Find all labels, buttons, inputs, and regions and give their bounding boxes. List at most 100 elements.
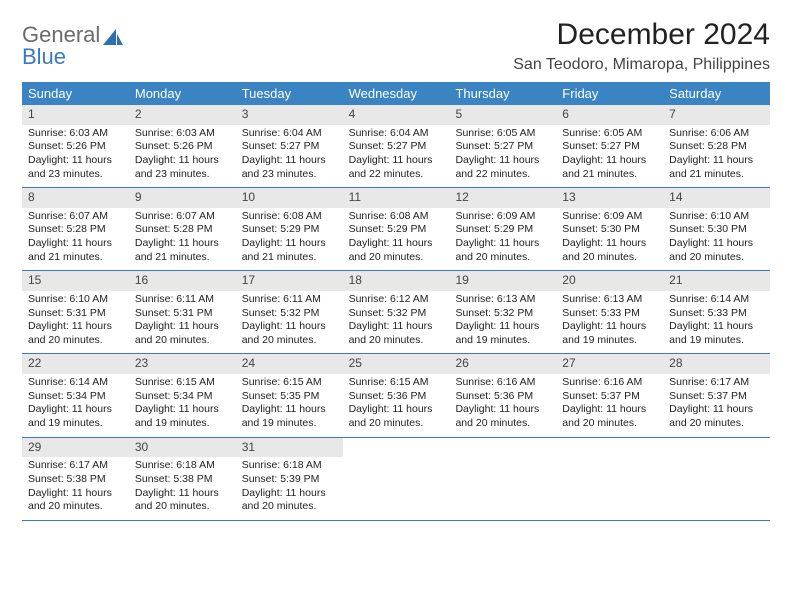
- day-number: 22: [22, 354, 129, 374]
- sunset-text: Sunset: 5:28 PM: [669, 140, 764, 154]
- calendar-day: 16Sunrise: 6:11 AMSunset: 5:31 PMDayligh…: [129, 271, 236, 353]
- calendar-week: 8Sunrise: 6:07 AMSunset: 5:28 PMDaylight…: [22, 188, 770, 271]
- daylight-text: Daylight: 11 hours and 20 minutes.: [28, 320, 123, 347]
- sunrise-text: Sunrise: 6:14 AM: [28, 376, 123, 390]
- weekday-header: Monday: [129, 82, 236, 105]
- month-title: December 2024: [513, 18, 770, 52]
- daylight-text: Daylight: 11 hours and 19 minutes.: [135, 403, 230, 430]
- calendar-day: 1Sunrise: 6:03 AMSunset: 5:26 PMDaylight…: [22, 105, 129, 187]
- day-number: 19: [449, 271, 556, 291]
- day-number: 3: [236, 105, 343, 125]
- day-body: Sunrise: 6:15 AMSunset: 5:36 PMDaylight:…: [343, 374, 450, 437]
- title-block: December 2024 San Teodoro, Mimaropa, Phi…: [513, 18, 770, 74]
- sunrise-text: Sunrise: 6:05 AM: [562, 127, 657, 141]
- logo-sail-icon: [102, 28, 124, 46]
- sunrise-text: Sunrise: 6:15 AM: [135, 376, 230, 390]
- daylight-text: Daylight: 11 hours and 19 minutes.: [242, 403, 337, 430]
- day-number: 17: [236, 271, 343, 291]
- day-number: 25: [343, 354, 450, 374]
- calendar-day: 19Sunrise: 6:13 AMSunset: 5:32 PMDayligh…: [449, 271, 556, 353]
- day-number: 28: [663, 354, 770, 374]
- sunset-text: Sunset: 5:31 PM: [135, 307, 230, 321]
- daylight-text: Daylight: 11 hours and 20 minutes.: [349, 320, 444, 347]
- day-body: Sunrise: 6:05 AMSunset: 5:27 PMDaylight:…: [556, 125, 663, 188]
- sunset-text: Sunset: 5:33 PM: [669, 307, 764, 321]
- calendar-day: 11Sunrise: 6:08 AMSunset: 5:29 PMDayligh…: [343, 188, 450, 270]
- calendar-day: 23Sunrise: 6:15 AMSunset: 5:34 PMDayligh…: [129, 354, 236, 436]
- sunrise-text: Sunrise: 6:12 AM: [349, 293, 444, 307]
- day-body: Sunrise: 6:08 AMSunset: 5:29 PMDaylight:…: [343, 208, 450, 271]
- day-body: Sunrise: 6:14 AMSunset: 5:33 PMDaylight:…: [663, 291, 770, 354]
- sunrise-text: Sunrise: 6:03 AM: [135, 127, 230, 141]
- day-number: 29: [22, 438, 129, 458]
- sunrise-text: Sunrise: 6:10 AM: [669, 210, 764, 224]
- day-body: Sunrise: 6:17 AMSunset: 5:37 PMDaylight:…: [663, 374, 770, 437]
- day-number: 23: [129, 354, 236, 374]
- calendar-day: 8Sunrise: 6:07 AMSunset: 5:28 PMDaylight…: [22, 188, 129, 270]
- day-body: Sunrise: 6:06 AMSunset: 5:28 PMDaylight:…: [663, 125, 770, 188]
- daylight-text: Daylight: 11 hours and 20 minutes.: [669, 237, 764, 264]
- day-number: 27: [556, 354, 663, 374]
- calendar-day: 7Sunrise: 6:06 AMSunset: 5:28 PMDaylight…: [663, 105, 770, 187]
- day-number: 1: [22, 105, 129, 125]
- weekday-header-row: SundayMondayTuesdayWednesdayThursdayFrid…: [22, 82, 770, 105]
- logo-text-2: Blue: [22, 46, 124, 68]
- daylight-text: Daylight: 11 hours and 20 minutes.: [455, 237, 550, 264]
- weekday-header: Tuesday: [236, 82, 343, 105]
- sunrise-text: Sunrise: 6:11 AM: [135, 293, 230, 307]
- day-number: 13: [556, 188, 663, 208]
- sunset-text: Sunset: 5:26 PM: [28, 140, 123, 154]
- day-number: 12: [449, 188, 556, 208]
- day-body: Sunrise: 6:04 AMSunset: 5:27 PMDaylight:…: [236, 125, 343, 188]
- day-number: 16: [129, 271, 236, 291]
- sunrise-text: Sunrise: 6:17 AM: [669, 376, 764, 390]
- sunset-text: Sunset: 5:33 PM: [562, 307, 657, 321]
- calendar-day: 17Sunrise: 6:11 AMSunset: 5:32 PMDayligh…: [236, 271, 343, 353]
- day-body: Sunrise: 6:13 AMSunset: 5:32 PMDaylight:…: [449, 291, 556, 354]
- day-body: Sunrise: 6:03 AMSunset: 5:26 PMDaylight:…: [22, 125, 129, 188]
- sunrise-text: Sunrise: 6:13 AM: [562, 293, 657, 307]
- sunrise-text: Sunrise: 6:08 AM: [242, 210, 337, 224]
- daylight-text: Daylight: 11 hours and 19 minutes.: [669, 320, 764, 347]
- day-number: 30: [129, 438, 236, 458]
- sunset-text: Sunset: 5:32 PM: [242, 307, 337, 321]
- calendar-day: 0: [449, 438, 556, 520]
- sunset-text: Sunset: 5:29 PM: [242, 223, 337, 237]
- sunrise-text: Sunrise: 6:18 AM: [242, 459, 337, 473]
- sunrise-text: Sunrise: 6:16 AM: [455, 376, 550, 390]
- day-body: Sunrise: 6:14 AMSunset: 5:34 PMDaylight:…: [22, 374, 129, 437]
- calendar-day: 12Sunrise: 6:09 AMSunset: 5:29 PMDayligh…: [449, 188, 556, 270]
- day-body: Sunrise: 6:09 AMSunset: 5:29 PMDaylight:…: [449, 208, 556, 271]
- daylight-text: Daylight: 11 hours and 21 minutes.: [135, 237, 230, 264]
- calendar-day: 22Sunrise: 6:14 AMSunset: 5:34 PMDayligh…: [22, 354, 129, 436]
- day-body: Sunrise: 6:16 AMSunset: 5:37 PMDaylight:…: [556, 374, 663, 437]
- day-body: Sunrise: 6:10 AMSunset: 5:31 PMDaylight:…: [22, 291, 129, 354]
- daylight-text: Daylight: 11 hours and 20 minutes.: [455, 403, 550, 430]
- daylight-text: Daylight: 11 hours and 19 minutes.: [455, 320, 550, 347]
- sunset-text: Sunset: 5:29 PM: [349, 223, 444, 237]
- page-header: General Blue December 2024 San Teodoro, …: [22, 18, 770, 74]
- daylight-text: Daylight: 11 hours and 21 minutes.: [242, 237, 337, 264]
- day-number: 11: [343, 188, 450, 208]
- sunset-text: Sunset: 5:27 PM: [349, 140, 444, 154]
- sunset-text: Sunset: 5:28 PM: [135, 223, 230, 237]
- sunset-text: Sunset: 5:34 PM: [28, 390, 123, 404]
- sunrise-text: Sunrise: 6:11 AM: [242, 293, 337, 307]
- logo: General Blue: [22, 24, 124, 68]
- sunrise-text: Sunrise: 6:15 AM: [242, 376, 337, 390]
- calendar-day: 5Sunrise: 6:05 AMSunset: 5:27 PMDaylight…: [449, 105, 556, 187]
- calendar-day: 0: [663, 438, 770, 520]
- calendar-week: 29Sunrise: 6:17 AMSunset: 5:38 PMDayligh…: [22, 438, 770, 521]
- calendar-day: 31Sunrise: 6:18 AMSunset: 5:39 PMDayligh…: [236, 438, 343, 520]
- daylight-text: Daylight: 11 hours and 21 minutes.: [28, 237, 123, 264]
- calendar-day: 18Sunrise: 6:12 AMSunset: 5:32 PMDayligh…: [343, 271, 450, 353]
- logo-text-1: General: [22, 24, 100, 46]
- daylight-text: Daylight: 11 hours and 20 minutes.: [349, 237, 444, 264]
- weekday-header: Thursday: [449, 82, 556, 105]
- sunrise-text: Sunrise: 6:13 AM: [455, 293, 550, 307]
- day-body: Sunrise: 6:09 AMSunset: 5:30 PMDaylight:…: [556, 208, 663, 271]
- sunrise-text: Sunrise: 6:05 AM: [455, 127, 550, 141]
- day-body: Sunrise: 6:05 AMSunset: 5:27 PMDaylight:…: [449, 125, 556, 188]
- sunset-text: Sunset: 5:27 PM: [562, 140, 657, 154]
- sunset-text: Sunset: 5:27 PM: [455, 140, 550, 154]
